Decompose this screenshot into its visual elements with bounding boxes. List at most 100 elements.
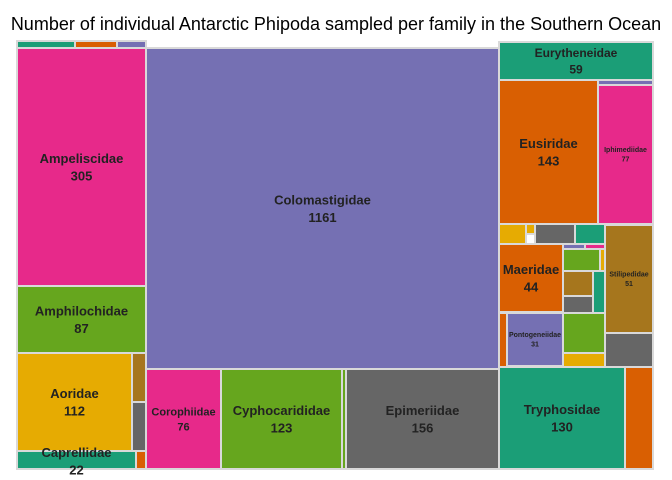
treemap-rect bbox=[498, 223, 527, 245]
treemap-rect bbox=[562, 295, 594, 314]
treemap-rect bbox=[525, 223, 536, 235]
treemap-rect bbox=[345, 368, 500, 470]
cell-value: 51 bbox=[625, 281, 633, 288]
treemap-rect bbox=[574, 223, 606, 245]
treemap-cell-pontogeneiidae: Pontogeneiidae 31 bbox=[506, 312, 564, 367]
treemap-rect bbox=[506, 312, 564, 367]
treemap-rect bbox=[562, 248, 601, 272]
treemap-rect bbox=[341, 368, 347, 470]
cell-label: Stilipedidae bbox=[609, 272, 648, 279]
cell-value: 87 bbox=[74, 321, 88, 336]
treemap-cell-tryphosidae: Tryphosidae 130 bbox=[498, 366, 626, 470]
cell-label: Tryphosidae bbox=[524, 402, 601, 417]
treemap-rect bbox=[562, 312, 606, 354]
cell-label: Amphilochidae bbox=[35, 303, 128, 318]
treemap-cell-eusiridae: Eusiridae 143 bbox=[498, 79, 599, 225]
cell-label: Aoridae bbox=[50, 386, 98, 401]
treemap-cell-aoridae: Aoridae 112 bbox=[16, 352, 133, 452]
treemap-rect bbox=[597, 84, 654, 225]
cell-value: 112 bbox=[64, 403, 85, 418]
treemap-cell-unlabeled-22 bbox=[341, 368, 347, 470]
cell-value: 31 bbox=[531, 342, 539, 349]
cell-label: Colomastigidae bbox=[274, 192, 371, 207]
chart-title: Number of individual Antarctic Phipoda s… bbox=[10, 14, 662, 34]
cell-value: 143 bbox=[538, 153, 560, 168]
treemap-rect bbox=[16, 285, 147, 354]
cell-label: Iphimediidae bbox=[604, 147, 647, 154]
treemap-cell-maeridae: Maeridae 44 bbox=[498, 243, 564, 313]
cell-value: 22 bbox=[69, 462, 83, 477]
treemap-rect bbox=[116, 40, 147, 49]
treemap-rect bbox=[16, 47, 147, 287]
cell-value: 123 bbox=[271, 420, 293, 435]
cell-value: 1161 bbox=[308, 210, 336, 225]
treemap-cell-unlabeled-19 bbox=[131, 352, 147, 403]
treemap-rect bbox=[145, 368, 222, 470]
treemap-cell-unlabeled-33 bbox=[562, 295, 594, 314]
treemap-rect bbox=[562, 270, 594, 297]
treemap-rect bbox=[498, 366, 626, 470]
treemap-cell-amphilochidae: Amphilochidae 87 bbox=[16, 285, 147, 354]
treemap-cell-caprellidae: Caprellidae 22 bbox=[16, 445, 137, 477]
cell-label: Caprellidae bbox=[41, 445, 111, 460]
treemap-rect bbox=[220, 368, 343, 470]
treemap-rect bbox=[135, 450, 147, 470]
treemap-rect bbox=[604, 332, 654, 368]
treemap-cell-unlabeled-37 bbox=[604, 332, 654, 368]
treemap-cell-eurytheneidae: Eurytheneidae 59 bbox=[498, 41, 654, 81]
cell-value: 305 bbox=[71, 168, 93, 183]
treemap-cell-epimeriidae: Epimeriidae 156 bbox=[345, 368, 500, 470]
treemap-cell-unlabeled-21 bbox=[135, 450, 147, 470]
cell-label: Maeridae bbox=[503, 262, 559, 277]
cell-label: Eurytheneidae bbox=[535, 46, 618, 60]
treemap-cell-unlabeled-20 bbox=[131, 401, 147, 452]
cell-label: Eusiridae bbox=[519, 136, 578, 151]
cell-value: 76 bbox=[177, 421, 189, 433]
treemap-cell-cyphocarididae: Cyphocarididae 123 bbox=[220, 368, 343, 470]
treemap-rect bbox=[498, 243, 564, 313]
cell-value: 156 bbox=[412, 420, 434, 435]
cell-value: 44 bbox=[524, 279, 539, 294]
treemap-cell-corophiidae: Corophiidae 76 bbox=[145, 368, 222, 470]
cell-value: 77 bbox=[622, 157, 630, 164]
treemap-cell-iphimediidae: Iphimediidae 77 bbox=[597, 84, 654, 225]
treemap-cell-unlabeled-31 bbox=[562, 270, 594, 297]
treemap-cell-unlabeled-38 bbox=[624, 366, 654, 470]
treemap-cell-unlabeled-32 bbox=[592, 270, 606, 314]
treemap-rect bbox=[145, 47, 500, 370]
treemap-cell-unlabeled-18 bbox=[597, 79, 654, 86]
treemap-cell-unlabeled-15 bbox=[16, 40, 76, 49]
treemap-cell-unlabeled-36 bbox=[562, 352, 606, 368]
cell-label: Pontogeneiidae bbox=[509, 332, 561, 339]
treemap-cell-unlabeled-30 bbox=[599, 248, 606, 272]
treemap-rect bbox=[624, 366, 654, 470]
treemap-cell-unlabeled-17 bbox=[116, 40, 147, 49]
treemap-rect bbox=[74, 40, 118, 49]
treemap-cell-unlabeled-35 bbox=[562, 312, 606, 354]
treemap-cell-unlabeled-25 bbox=[534, 223, 576, 245]
treemap-cell-colomastigidae: Colomastigidae 1161 bbox=[145, 47, 500, 370]
cell-value: 130 bbox=[551, 419, 573, 434]
treemap-rect bbox=[498, 79, 599, 225]
cell-label: Epimeriidae bbox=[386, 403, 460, 418]
treemap-cell-unlabeled-26 bbox=[574, 223, 606, 245]
treemap-cell-unlabeled-23 bbox=[498, 223, 527, 245]
treemap-rect bbox=[597, 79, 654, 86]
treemap-cell-ampeliscidae: Ampeliscidae 305 bbox=[16, 47, 147, 287]
treemap-rect bbox=[562, 352, 606, 368]
treemap-rect bbox=[131, 352, 147, 403]
treemap-rect bbox=[16, 40, 76, 49]
treemap-cell-unlabeled-34 bbox=[498, 312, 508, 368]
treemap-cell-unlabeled-24 bbox=[525, 223, 536, 235]
cell-label: Corophiidae bbox=[151, 406, 215, 418]
treemap-rect bbox=[498, 312, 508, 368]
cell-label: Ampeliscidae bbox=[40, 151, 124, 166]
treemap-rect bbox=[592, 270, 606, 314]
cell-value: 59 bbox=[569, 62, 583, 76]
treemap-cell-unlabeled-16 bbox=[74, 40, 118, 49]
treemap-rect bbox=[16, 352, 133, 452]
treemap-rect bbox=[534, 223, 576, 245]
cell-label: Cyphocarididae bbox=[233, 403, 331, 418]
treemap-rect bbox=[599, 248, 606, 272]
